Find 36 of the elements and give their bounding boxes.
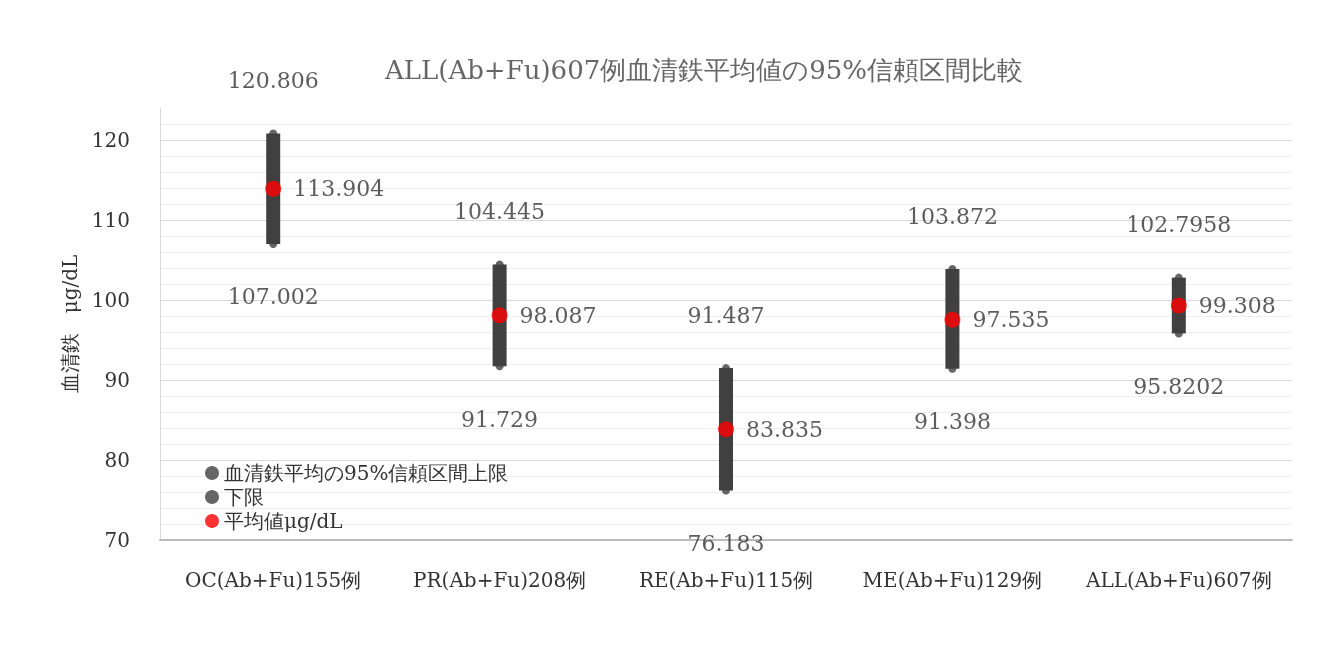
y-tick-label: 110 — [91, 208, 130, 232]
data-label: 103.872 — [906, 203, 998, 229]
y-tick-label: 70 — [104, 528, 130, 552]
legend-label: 血清鉄平均の95%信頼区間上限 — [224, 461, 509, 485]
data-label: 104.445 — [454, 198, 546, 224]
data-label: 91.398 — [913, 409, 991, 435]
data-label: 102.7958 — [1126, 212, 1232, 238]
legend-label: 下限 — [224, 485, 264, 509]
y-tick-label: 100 — [91, 288, 130, 312]
data-label: 97.535 — [972, 307, 1050, 333]
legend-label: 平均値μg/dL — [224, 509, 343, 533]
data-label: 76.183 — [687, 531, 765, 557]
y-tick-label: 120 — [91, 128, 130, 152]
point — [265, 180, 282, 197]
y-tick-label: 90 — [104, 368, 130, 392]
data-label: 95.8202 — [1133, 373, 1225, 399]
point — [491, 307, 508, 324]
x-tick-label: OC(Ab+Fu)155例 — [185, 568, 362, 592]
data-label: 91.729 — [461, 406, 539, 432]
data-label: 113.904 — [293, 176, 385, 202]
point — [1170, 297, 1187, 314]
x-tick-label: ALL(Ab+Fu)607例 — [1085, 568, 1272, 592]
data-label: 98.087 — [519, 302, 597, 328]
y-tick-label: 80 — [104, 448, 130, 472]
y-axis-title: 血清鉄 μg/dL — [58, 254, 82, 394]
data-label: 99.308 — [1198, 293, 1276, 319]
data-label: 107.002 — [227, 284, 319, 310]
x-tick-label: RE(Ab+Fu)115例 — [638, 568, 814, 592]
chart-title: ALL(Ab+Fu)607例血清鉄平均値の95%信頼区間比較 — [384, 55, 1023, 85]
data-label: 83.835 — [746, 416, 823, 442]
data-label: 91.487 — [687, 302, 765, 328]
point — [944, 311, 961, 328]
x-tick-label: ME(Ab+Fu)129例 — [862, 568, 1043, 592]
data-label: 120.806 — [227, 68, 319, 94]
point — [718, 421, 734, 438]
x-tick-label: PR(Ab+Fu)208例 — [413, 568, 587, 592]
